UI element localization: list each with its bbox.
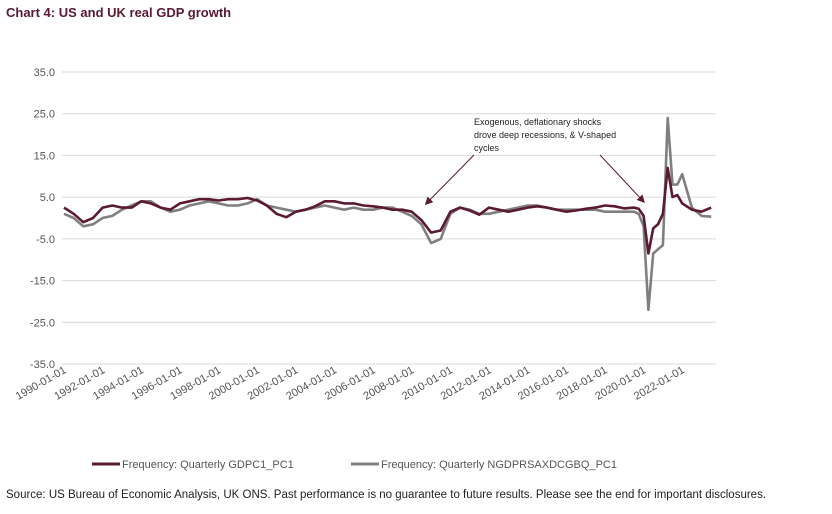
y-tick-label: 25.0	[34, 109, 55, 121]
x-axis-tick-labels: 1990-01-011992-01-011994-01-011996-01-01…	[14, 364, 687, 403]
source-note: Source: US Bureau of Economic Analysis, …	[6, 489, 767, 501]
y-tick-label: 35.0	[34, 67, 55, 79]
annotation-line-1: Exogenous, deflationary shocks	[474, 117, 602, 127]
annotation-arrow	[599, 154, 645, 204]
annotation-line-3: cycles	[474, 143, 500, 153]
annotation-line-2: drove deep recessions, & V-shaped	[474, 130, 616, 140]
annotation: Exogenous, deflationary shocks drove dee…	[424, 117, 645, 206]
series-lines	[63, 116, 712, 312]
y-tick-label: -5.0	[36, 234, 55, 246]
series-line-uk	[63, 116, 712, 312]
y-tick-label: -25.0	[30, 317, 55, 329]
y-tick-label: 15.0	[34, 150, 55, 162]
y-axis-tick-labels: 35.0 25.0 15.0 5.0 -5.0 -15.0 -25.0 -35.0	[30, 67, 55, 371]
annotation-arrow	[424, 154, 475, 206]
legend-label-us: Frequency: Quarterly GDPC1_PC1	[122, 459, 294, 471]
y-tick-label: -15.0	[30, 276, 55, 288]
gridlines	[62, 71, 716, 365]
legend: Frequency: Quarterly GDPC1_PC1 Frequency…	[92, 459, 617, 471]
legend-label-uk: Frequency: Quarterly NGDPRSAXDCGBQ_PC1	[381, 459, 617, 471]
chart-title: Chart 4: US and UK real GDP growth	[6, 5, 232, 20]
series-line-us	[63, 166, 712, 255]
y-tick-label: -35.0	[30, 359, 55, 371]
y-tick-label: 5.0	[40, 192, 55, 204]
